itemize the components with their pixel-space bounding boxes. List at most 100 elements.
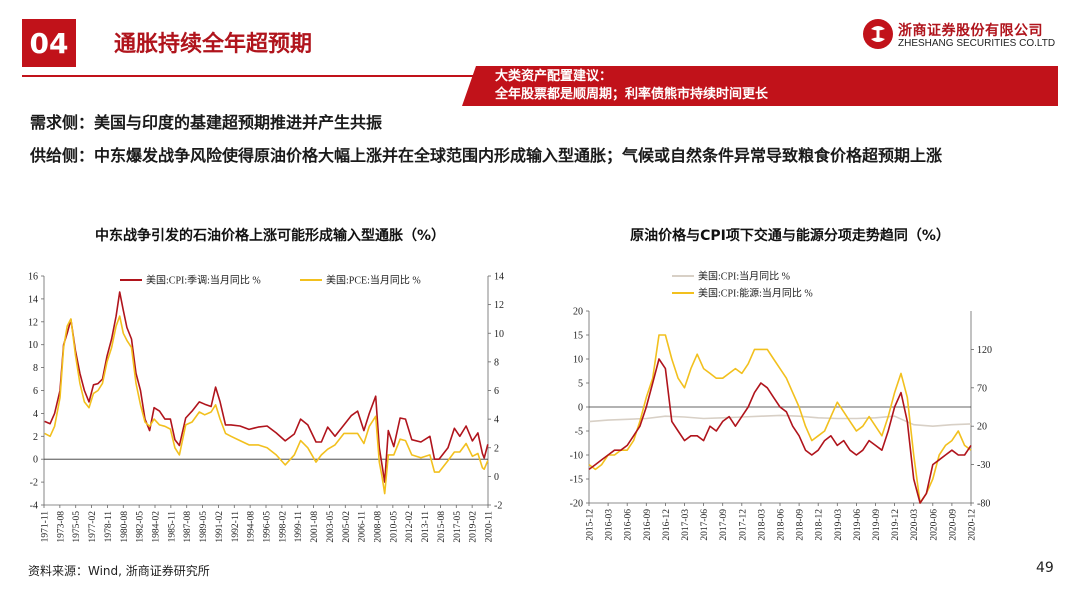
chart1-ytick-left-label: 0: [33, 455, 38, 466]
chart1-ytick-right-label: -2: [494, 501, 502, 512]
chart1-xtick-label: 1991-02: [215, 511, 225, 543]
chart1-series-1-line: [44, 315, 489, 495]
section-number: 04: [22, 19, 76, 67]
chart1-ytick-left-label: 4: [33, 409, 38, 420]
chart2-ytick-right-label: 70: [977, 383, 987, 394]
chart1-ytick-right-label: 0: [494, 472, 499, 483]
chart1-xtick-label: 1992-11: [231, 511, 241, 543]
supply-side-text: 供给侧：中东爆发战争风险使得原油价格大幅上涨并在全球范围内形成输入型通胀；气候或…: [30, 146, 943, 165]
chart1-ytick-right-label: 10: [494, 329, 504, 340]
chart1-ytick-right-label: 6: [494, 386, 499, 397]
chart2-xtick-label: 2020-06: [929, 509, 939, 541]
chart2-xtick-label: 2016-12: [662, 509, 672, 541]
chart2-xtick-label: 2018-09: [796, 509, 806, 541]
chart2-xtick-label: 2016-03: [605, 509, 615, 541]
page-number: 49: [1036, 560, 1054, 576]
chart2-ytick-left-label: 0: [578, 403, 583, 414]
demand-side-text: 需求侧：美国与印度的基建超预期推进并产生共振: [30, 113, 383, 132]
chart1-xtick-label: 1985-11: [167, 511, 177, 543]
chart2-xtick-label: 2020-03: [910, 509, 920, 541]
chart1-ytick-left-label: 8: [33, 363, 38, 374]
chart2-ytick-left-label: 10: [573, 355, 583, 366]
chart1-xtick-label: 1975-05: [72, 511, 82, 543]
chart2-legend-label-1: 美国:CPI:能源:当月同比 %: [698, 287, 813, 300]
chart1-xtick-label: 1996-05: [263, 511, 273, 543]
chart1-ytick-left-label: -2: [30, 478, 38, 489]
chart2-ytick-left-label: -10: [570, 451, 583, 462]
chart1-xtick-label: 2019-02: [469, 511, 479, 543]
chart1-ytick-right-label: 8: [494, 357, 499, 368]
chart2-series-1-line: [588, 334, 972, 504]
chart1-xtick-label: 2013-11: [421, 511, 431, 543]
chart1-xtick-label: 2003-05: [326, 511, 336, 543]
chart1-ytick-left-label: 16: [28, 272, 38, 283]
logo-icon: [863, 19, 893, 49]
chart2-ytick-left-label: 5: [578, 379, 583, 390]
logo-company-name: 浙商证券股份有限公司: [898, 23, 1043, 39]
chart2-xtick-label: 2017-09: [719, 509, 729, 541]
chart2-ytick-left-label: -15: [570, 475, 583, 486]
chart1-xtick-label: 1984-02: [152, 511, 162, 543]
chart1-xtick-label: 2017-05: [453, 511, 463, 543]
recommendation-line2: 全年股票都是顺周期；利率债熊市持续时间更长: [495, 87, 769, 102]
chart2-ytick-left-label: -20: [570, 499, 583, 510]
chart1-ytick-left-label: 12: [28, 317, 38, 328]
chart1-xtick-label: 1998-02: [278, 511, 288, 543]
chart1-legend-label-0: 美国:CPI:季调:当月同比 %: [146, 274, 261, 287]
chart2-xtick-label: 2016-06: [624, 509, 634, 541]
chart2-xtick-label: 2017-12: [738, 509, 748, 541]
chart1-series-0-line: [44, 291, 489, 483]
chart2-xtick-label: 2019-03: [834, 509, 844, 541]
chart1-xtick-label: 2020-11: [485, 511, 495, 543]
chart1-xtick-label: 1999-11: [294, 511, 304, 543]
recommendation-text: 大类资产配置建议： 全年股票都是顺周期；利率债熊市持续时间更长: [495, 68, 768, 104]
chart2-ytick-left-label: 15: [573, 331, 583, 342]
chart2-ytick-left-label: -5: [575, 427, 583, 438]
chart2-xtick-label: 2016-09: [643, 509, 653, 541]
chart1-ytick-right-label: 2: [494, 443, 499, 454]
chart1-xtick-label: 2008-08: [374, 511, 384, 543]
chart1-ytick-right-label: 14: [494, 272, 504, 283]
chart2-xtick-label: 2020-09: [948, 509, 958, 541]
chart2-ytick-right-label: -30: [977, 460, 990, 471]
chart2-xtick-label: 2015-12: [586, 509, 596, 541]
chart1-xtick-label: 2006-11: [358, 511, 368, 543]
chart1-xtick-label: 2005-02: [342, 511, 352, 543]
chart1-xtick-label: 1989-05: [199, 511, 209, 543]
chart1-xtick-label: 1994-08: [247, 511, 257, 543]
chart1-xtick-label: 1971-11: [41, 511, 51, 543]
recommendation-line1: 大类资产配置建议：: [495, 69, 613, 84]
chart1-xtick-label: 1978-11: [104, 511, 114, 543]
chart2-xtick-label: 2018-06: [777, 509, 787, 541]
chart2-xtick-label: 2017-06: [700, 509, 710, 541]
chart1-legend-label-1: 美国:PCE:当月同比 %: [326, 274, 421, 287]
chart1-ytick-left-label: 2: [33, 432, 38, 443]
chart2-xtick-label: 2018-03: [757, 509, 767, 541]
chart1-xtick-label: 2012-02: [405, 511, 415, 543]
chart2-series-2-line: [588, 358, 972, 504]
chart2-ytick-right-label: 120: [977, 345, 992, 356]
chart2-xtick-label: 2017-03: [681, 509, 691, 541]
chart2-xtick-label: 2018-12: [815, 509, 825, 541]
chart1-xtick-label: 2001-08: [310, 511, 320, 543]
chart1-ytick-left-label: 14: [28, 294, 38, 305]
chart1-xtick-label: 1987-08: [183, 511, 193, 543]
chart1-xtick-label: 2010-05: [389, 511, 399, 543]
logo-company-name-en: ZHESHANG SECURITIES CO.LTD: [898, 38, 1056, 49]
chart2: -20 -15 -10 -5 0 5 10 15 20 -80 -30 20 70 120 2015-12 2…: [570, 270, 992, 541]
source-note: 资料来源：Wind, 浙商证券研究所: [28, 564, 210, 578]
chart1-xtick-label: 1977-02: [88, 511, 98, 543]
chart2-xtick-label: 2019-06: [853, 509, 863, 541]
chart2-xtick-label: 2020-12: [968, 509, 978, 541]
chart2-ytick-right-label: -80: [977, 499, 990, 510]
chart1: -4 -2 0 2 4 6 8 10 12 14 16 -2 0 2 4 6 8 10 12 14 1971-11 197…: [28, 272, 504, 543]
page-title: 通胀持续全年超预期: [114, 32, 313, 57]
chart1-ytick-left-label: 6: [33, 386, 38, 397]
chart2-xtick-label: 2019-09: [872, 509, 882, 541]
company-logo: [862, 18, 1062, 52]
chart2-legend-label-0: 美国:CPI:当月同比 %: [698, 270, 790, 283]
chart2-title: 原油价格与CPI项下交通与能源分项走势趋同（%）: [630, 228, 950, 244]
chart1-xtick-label: 1982-05: [136, 511, 146, 543]
chart1-ytick-right-label: 4: [494, 415, 499, 426]
chart2-ytick-right-label: 20: [977, 422, 987, 433]
